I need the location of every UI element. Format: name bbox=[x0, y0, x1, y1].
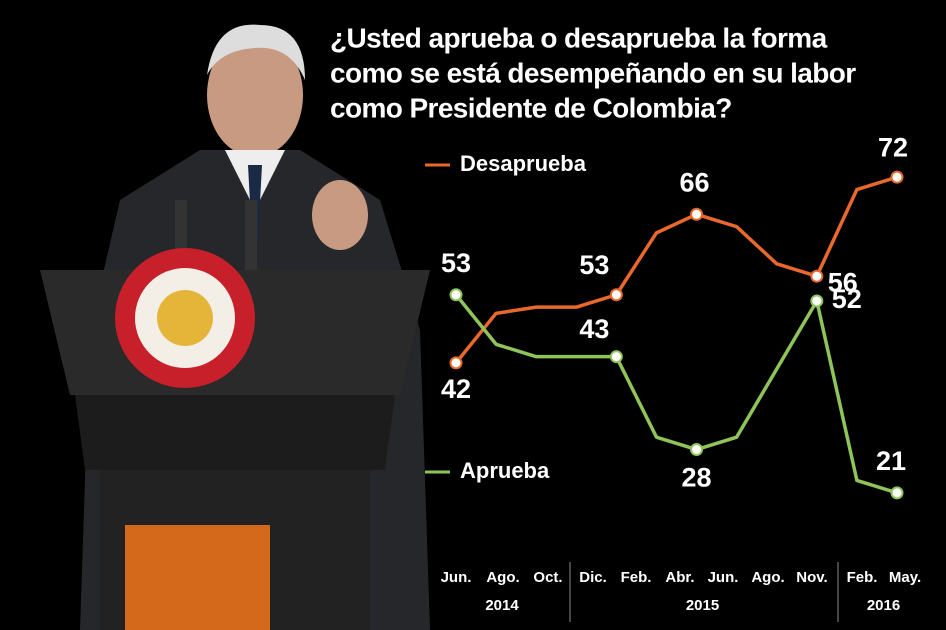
data-label: 28 bbox=[682, 463, 712, 493]
x-tick-label: Ago. bbox=[486, 569, 519, 586]
point bbox=[609, 288, 623, 302]
data-label: 42 bbox=[441, 374, 471, 404]
legend-label: Aprueba bbox=[460, 458, 550, 483]
point bbox=[890, 486, 904, 500]
legend-label: Desaprueba bbox=[460, 151, 587, 176]
x-tick-label: May. bbox=[889, 569, 921, 586]
x-tick-label: Abr. bbox=[665, 569, 694, 586]
data-label: 72 bbox=[878, 132, 908, 162]
x-tick-label: Dic. bbox=[579, 569, 607, 586]
x-tick-label: Feb. bbox=[847, 569, 878, 586]
title: ¿Usted aprueba o desaprueba la forma como… bbox=[330, 22, 857, 123]
x-group-label: 2016 bbox=[867, 597, 900, 614]
x-tick-label: Nov. bbox=[796, 569, 827, 586]
data-label: 53 bbox=[579, 250, 609, 280]
point bbox=[690, 207, 704, 221]
x-tick-label: Feb. bbox=[621, 569, 652, 586]
data-label: 66 bbox=[680, 167, 710, 197]
x-group-label: 2015 bbox=[686, 597, 719, 614]
x-group-label: 2014 bbox=[485, 597, 519, 614]
point bbox=[609, 350, 623, 364]
x-tick-label: Ago. bbox=[751, 569, 784, 586]
point bbox=[810, 269, 824, 283]
x-tick-label: Jun. bbox=[708, 569, 739, 586]
point bbox=[690, 443, 704, 457]
point bbox=[890, 170, 904, 184]
point bbox=[810, 294, 824, 308]
chart-title: ¿Usted aprueba o desaprueba la forma bbox=[330, 22, 828, 53]
data-label: 21 bbox=[876, 446, 906, 476]
photo bbox=[40, 24, 430, 630]
plot: Jun. Ago. Oct. Dic. Feb. Abr. Jun. Ago. Nov. Feb.… bbox=[425, 132, 921, 622]
data-label: 43 bbox=[579, 314, 609, 344]
series-line bbox=[454, 175, 898, 364]
point bbox=[449, 356, 463, 370]
series-line bbox=[454, 293, 898, 495]
chart-title: como Presidente de Colombia? bbox=[330, 92, 732, 123]
x-tick-label: Oct. bbox=[533, 569, 562, 586]
data-label: 52 bbox=[832, 284, 862, 314]
data-label: 53 bbox=[441, 248, 471, 278]
point bbox=[449, 288, 463, 302]
data-label: 56 bbox=[828, 267, 858, 297]
x-tick-label: Jun. bbox=[441, 569, 472, 586]
chart-title: como se está desempeñando en su labor bbox=[330, 57, 856, 88]
